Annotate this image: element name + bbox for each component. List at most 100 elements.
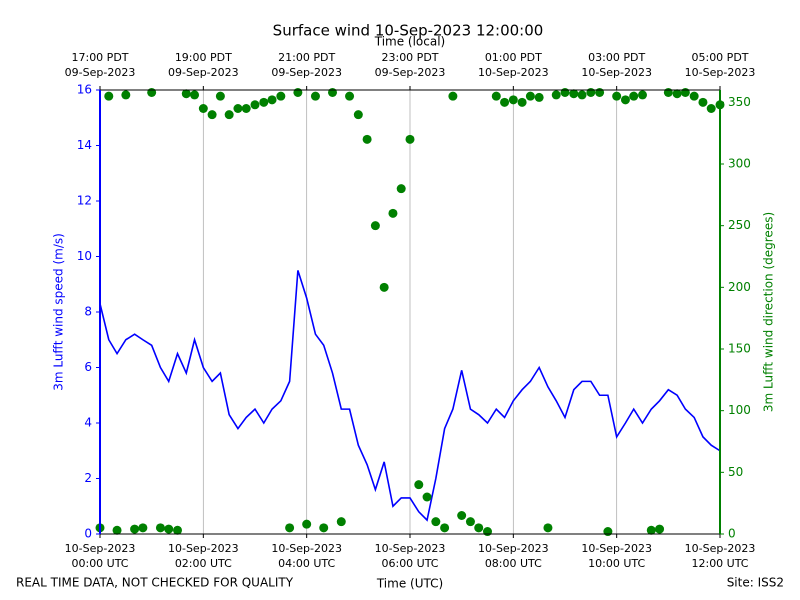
x2-tick-label: 23:00 PDT xyxy=(381,51,438,64)
data-point xyxy=(267,95,277,105)
x-tick-label: 10-Sep-2023 xyxy=(168,542,239,555)
data-point xyxy=(577,90,587,100)
data-point xyxy=(310,91,320,101)
data-point xyxy=(698,97,708,107)
data-point xyxy=(379,282,389,292)
x-tick-label: 10-Sep-2023 xyxy=(581,542,652,555)
x2-tick-label: 17:00 PDT xyxy=(71,51,128,64)
data-point xyxy=(483,527,492,537)
data-point xyxy=(457,511,467,520)
x2-tick-label: 21:00 PDT xyxy=(278,51,335,64)
footer-left: REAL TIME DATA, NOT CHECKED FOR QUALITY xyxy=(16,576,294,590)
data-point xyxy=(370,221,380,231)
x2-tick-label: 03:00 PDT xyxy=(588,51,645,64)
x-tick-label: 08:00 UTC xyxy=(485,557,542,570)
data-point xyxy=(328,87,337,97)
data-point xyxy=(422,492,432,502)
data-point xyxy=(448,91,458,101)
data-point xyxy=(603,527,613,537)
x-tick-label: 10-Sep-2023 xyxy=(478,542,549,555)
y-tick-label: 16 xyxy=(77,83,92,97)
data-point xyxy=(155,523,165,533)
data-point xyxy=(293,87,303,97)
x2-tick-label: 09-Sep-2023 xyxy=(65,66,136,79)
data-point xyxy=(130,524,140,534)
data-point xyxy=(431,517,441,527)
data-point xyxy=(353,110,363,120)
y2-tick-label: 200 xyxy=(728,280,751,294)
y2-tick-label: 50 xyxy=(728,465,743,479)
data-point xyxy=(672,89,682,99)
x-tick-label: 12:00 UTC xyxy=(691,557,748,570)
data-point xyxy=(345,91,355,101)
data-point xyxy=(655,524,665,534)
data-point xyxy=(198,104,208,113)
data-point xyxy=(233,104,243,113)
data-point xyxy=(319,523,329,533)
y-tick-label: 12 xyxy=(77,194,92,208)
y-tick-label: 10 xyxy=(77,249,92,263)
y2-tick-label: 350 xyxy=(728,95,751,109)
x2-tick-label: 19:00 PDT xyxy=(175,51,232,64)
y-tick-label: 14 xyxy=(77,138,92,152)
data-point xyxy=(646,525,656,535)
x-tick-label: 10:00 UTC xyxy=(588,557,645,570)
data-point xyxy=(241,104,251,113)
x-tick-label: 06:00 UTC xyxy=(381,557,438,570)
data-point xyxy=(285,523,295,533)
y2-tick-label: 100 xyxy=(728,403,751,417)
data-point xyxy=(525,91,535,101)
y2-tick-label: 250 xyxy=(728,218,751,232)
data-point xyxy=(534,92,544,102)
x-tick-label: 10-Sep-2023 xyxy=(65,542,136,555)
data-point xyxy=(388,208,398,218)
data-point xyxy=(396,184,406,194)
data-line xyxy=(99,270,721,522)
y-tick-label: 8 xyxy=(84,305,92,319)
y-tick-label: 2 xyxy=(84,471,92,485)
data-point xyxy=(560,87,570,97)
y-tick-label: 4 xyxy=(84,416,92,430)
x-tick-label: 00:00 UTC xyxy=(71,557,128,570)
x2-tick-label: 05:00 PDT xyxy=(691,51,748,64)
data-point xyxy=(405,134,415,144)
data-point xyxy=(465,517,475,527)
data-point xyxy=(629,91,639,101)
data-point xyxy=(500,97,510,107)
data-point xyxy=(147,87,157,97)
data-point xyxy=(508,95,518,105)
data-point xyxy=(689,91,699,101)
data-point xyxy=(302,519,312,529)
data-point xyxy=(259,97,269,107)
data-point xyxy=(612,91,622,101)
x-axis-label: Time (UTC) xyxy=(376,577,443,591)
x2-tick-label: 10-Sep-2023 xyxy=(581,66,652,79)
x2-axis-label: Time (local) xyxy=(374,35,446,49)
footer-right: Site: ISS2 xyxy=(727,576,784,590)
data-point xyxy=(638,90,647,100)
data-point xyxy=(517,97,527,107)
data-point xyxy=(551,90,561,100)
data-point xyxy=(474,523,484,533)
x-tick-label: 10-Sep-2023 xyxy=(685,542,756,555)
y2-tick-label: 150 xyxy=(728,342,751,356)
data-point xyxy=(595,87,605,97)
data-point xyxy=(173,525,182,535)
x2-tick-label: 09-Sep-2023 xyxy=(271,66,342,79)
data-point xyxy=(207,110,217,120)
data-point xyxy=(543,523,553,533)
data-point xyxy=(414,480,424,490)
data-point xyxy=(491,91,501,101)
x2-tick-label: 09-Sep-2023 xyxy=(375,66,446,79)
data-point xyxy=(440,523,450,533)
chart-title: Surface wind 10-Sep-2023 12:00:00 xyxy=(273,22,544,40)
y-axis-label: 3m Lufft wind speed (m/s) xyxy=(52,233,66,391)
y-tick-label: 0 xyxy=(84,527,92,541)
data-point xyxy=(104,91,114,101)
data-point xyxy=(164,524,174,534)
data-point xyxy=(680,87,690,97)
x-tick-label: 02:00 UTC xyxy=(175,557,232,570)
x2-tick-label: 01:00 PDT xyxy=(485,51,542,64)
x-tick-label: 10-Sep-2023 xyxy=(375,542,446,555)
